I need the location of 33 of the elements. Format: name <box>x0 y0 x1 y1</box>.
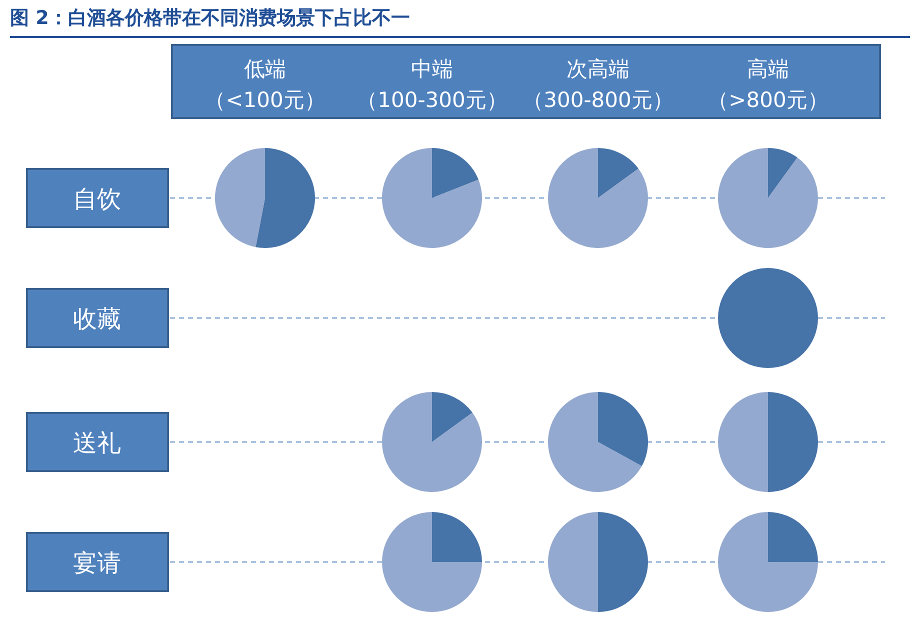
text: 高端 <box>747 57 789 81</box>
text: （>800元） <box>708 88 828 112</box>
text: 收藏 <box>73 305 121 333</box>
text: 中端 <box>411 57 453 81</box>
text: 图 2：白酒各价格带在不同消费场景下占比不一 <box>10 7 410 29</box>
pie-slice <box>382 148 482 248</box>
pie-slice <box>382 392 482 492</box>
pie-slice <box>598 512 648 612</box>
pie-slice <box>548 512 598 612</box>
text: 低端 <box>244 57 286 81</box>
pie-slice <box>718 392 768 492</box>
text: 自饮 <box>73 185 121 213</box>
pie-slice <box>548 392 642 492</box>
text: （100-300元） <box>356 88 508 112</box>
text: （<100元） <box>204 88 326 112</box>
text: （300-800元） <box>522 88 674 112</box>
pie-slice <box>432 512 482 562</box>
pie-slice <box>215 148 265 248</box>
pie-slice <box>432 392 472 442</box>
pie-slice <box>768 148 798 198</box>
pie-slice <box>768 512 818 562</box>
text: 次高端 <box>566 57 630 81</box>
text: 宴请 <box>73 549 121 577</box>
pie-slice <box>718 512 818 612</box>
text: 送礼 <box>73 429 121 457</box>
pie-slice <box>598 148 638 198</box>
pie-slice <box>548 148 648 248</box>
pie-slice <box>598 392 648 466</box>
pie-slice <box>432 148 478 198</box>
pie-slice <box>256 148 315 248</box>
pie-slice <box>382 512 482 612</box>
pie-slice <box>768 392 818 492</box>
pie-slice <box>718 148 818 248</box>
